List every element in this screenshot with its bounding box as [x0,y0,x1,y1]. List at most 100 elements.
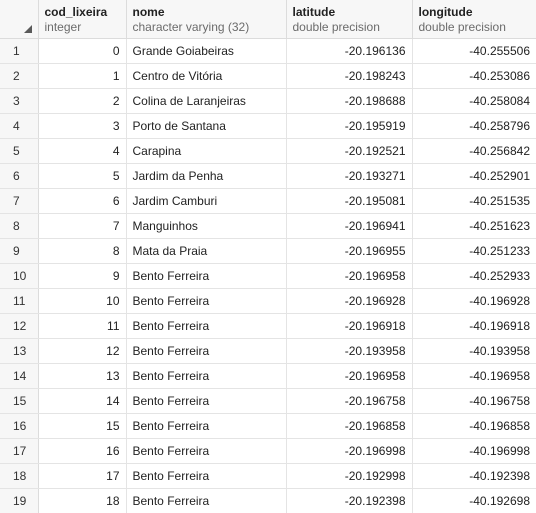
cell-longitude[interactable]: -40.251233 [412,238,536,264]
cell-cod-lixeira[interactable]: 16 [38,438,127,464]
row-number[interactable]: 13 [0,338,39,364]
cell-cod-lixeira[interactable]: 10 [38,288,127,314]
cell-cod-lixeira[interactable]: 8 [38,238,127,264]
row-number[interactable]: 15 [0,388,39,414]
cell-nome[interactable]: Centro de Vitória [126,63,287,89]
cell-cod-lixeira[interactable]: 13 [38,363,127,389]
row-number[interactable]: 9 [0,238,39,264]
cell-longitude[interactable]: -40.196928 [412,288,536,314]
row-number[interactable]: 10 [0,263,39,289]
cell-latitude[interactable]: -20.196928 [286,288,413,314]
table-row[interactable]: 18 17 Bento Ferreira -20.192998 -40.1923… [0,463,536,489]
table-row[interactable]: 13 12 Bento Ferreira -20.193958 -40.1939… [0,338,536,364]
cell-cod-lixeira[interactable]: 0 [38,38,127,64]
cell-cod-lixeira[interactable]: 14 [38,388,127,414]
cell-nome[interactable]: Bento Ferreira [126,463,287,489]
row-number[interactable]: 14 [0,363,39,389]
row-number[interactable]: 3 [0,88,39,114]
table-row[interactable]: 10 9 Bento Ferreira -20.196958 -40.25293… [0,263,536,289]
cell-nome[interactable]: Manguinhos [126,213,287,239]
cell-cod-lixeira[interactable]: 6 [38,188,127,214]
cell-latitude[interactable]: -20.196941 [286,213,413,239]
cell-longitude[interactable]: -40.196918 [412,313,536,339]
cell-cod-lixeira[interactable]: 2 [38,88,127,114]
row-number[interactable]: 18 [0,463,39,489]
table-row[interactable]: 12 11 Bento Ferreira -20.196918 -40.1969… [0,313,536,339]
cell-cod-lixeira[interactable]: 17 [38,463,127,489]
cell-longitude[interactable]: -40.196998 [412,438,536,464]
row-number[interactable]: 4 [0,113,39,139]
cell-latitude[interactable]: -20.196958 [286,263,413,289]
table-row[interactable]: 2 1 Centro de Vitória -20.198243 -40.253… [0,63,536,89]
cell-longitude[interactable]: -40.258796 [412,113,536,139]
cell-latitude[interactable]: -20.192998 [286,463,413,489]
column-header-cod-lixeira[interactable]: cod_lixeira integer [38,0,127,39]
table-row[interactable]: 6 5 Jardim da Penha -20.193271 -40.25290… [0,163,536,189]
cell-longitude[interactable]: -40.196858 [412,413,536,439]
cell-nome[interactable]: Bento Ferreira [126,338,287,364]
cell-latitude[interactable]: -20.193271 [286,163,413,189]
table-row[interactable]: 15 14 Bento Ferreira -20.196758 -40.1967… [0,388,536,414]
column-header-nome[interactable]: nome character varying (32) [126,0,287,39]
cell-nome[interactable]: Grande Goiabeiras [126,38,287,64]
cell-longitude[interactable]: -40.258084 [412,88,536,114]
cell-nome[interactable]: Mata da Praia [126,238,287,264]
row-number[interactable]: 19 [0,488,39,513]
cell-cod-lixeira[interactable]: 3 [38,113,127,139]
cell-longitude[interactable]: -40.192698 [412,488,536,513]
row-number[interactable]: 17 [0,438,39,464]
row-number[interactable]: 6 [0,163,39,189]
table-row[interactable]: 16 15 Bento Ferreira -20.196858 -40.1968… [0,413,536,439]
cell-latitude[interactable]: -20.192521 [286,138,413,164]
cell-cod-lixeira[interactable]: 4 [38,138,127,164]
row-number[interactable]: 8 [0,213,39,239]
table-row[interactable]: 1 0 Grande Goiabeiras -20.196136 -40.255… [0,38,536,64]
cell-longitude[interactable]: -40.193958 [412,338,536,364]
cell-cod-lixeira[interactable]: 15 [38,413,127,439]
cell-latitude[interactable]: -20.196958 [286,363,413,389]
cell-nome[interactable]: Bento Ferreira [126,363,287,389]
column-header-longitude[interactable]: longitude double precision [412,0,536,39]
table-row[interactable]: 9 8 Mata da Praia -20.196955 -40.251233 [0,238,536,264]
cell-nome[interactable]: Colina de Laranjeiras [126,88,287,114]
table-row[interactable]: 4 3 Porto de Santana -20.195919 -40.2587… [0,113,536,139]
row-number[interactable]: 5 [0,138,39,164]
row-number[interactable]: 16 [0,413,39,439]
cell-latitude[interactable]: -20.196955 [286,238,413,264]
cell-latitude[interactable]: -20.196918 [286,313,413,339]
cell-nome[interactable]: Carapina [126,138,287,164]
row-number[interactable]: 11 [0,288,39,314]
cell-latitude[interactable]: -20.196758 [286,388,413,414]
cell-cod-lixeira[interactable]: 12 [38,338,127,364]
table-row[interactable]: 5 4 Carapina -20.192521 -40.256842 [0,138,536,164]
row-number[interactable]: 2 [0,63,39,89]
cell-latitude[interactable]: -20.198243 [286,63,413,89]
cell-nome[interactable]: Jardim Camburi [126,188,287,214]
cell-latitude[interactable]: -20.196136 [286,38,413,64]
cell-nome[interactable]: Jardim da Penha [126,163,287,189]
cell-longitude[interactable]: -40.251623 [412,213,536,239]
row-number[interactable]: 7 [0,188,39,214]
cell-longitude[interactable]: -40.256842 [412,138,536,164]
cell-longitude[interactable]: -40.253086 [412,63,536,89]
cell-latitude[interactable]: -20.198688 [286,88,413,114]
table-row[interactable]: 17 16 Bento Ferreira -20.196998 -40.1969… [0,438,536,464]
cell-latitude[interactable]: -20.195919 [286,113,413,139]
cell-nome[interactable]: Bento Ferreira [126,313,287,339]
cell-longitude[interactable]: -40.252933 [412,263,536,289]
cell-nome[interactable]: Bento Ferreira [126,288,287,314]
table-row[interactable]: 3 2 Colina de Laranjeiras -20.198688 -40… [0,88,536,114]
table-row[interactable]: 8 7 Manguinhos -20.196941 -40.251623 [0,213,536,239]
cell-latitude[interactable]: -20.196998 [286,438,413,464]
cell-nome[interactable]: Bento Ferreira [126,388,287,414]
cell-cod-lixeira[interactable]: 9 [38,263,127,289]
row-number[interactable]: 12 [0,313,39,339]
select-all-corner[interactable] [0,0,39,39]
cell-cod-lixeira[interactable]: 7 [38,213,127,239]
cell-cod-lixeira[interactable]: 18 [38,488,127,513]
cell-latitude[interactable]: -20.196858 [286,413,413,439]
cell-nome[interactable]: Bento Ferreira [126,263,287,289]
cell-longitude[interactable]: -40.255506 [412,38,536,64]
cell-nome[interactable]: Porto de Santana [126,113,287,139]
table-row[interactable]: 7 6 Jardim Camburi -20.195081 -40.251535 [0,188,536,214]
